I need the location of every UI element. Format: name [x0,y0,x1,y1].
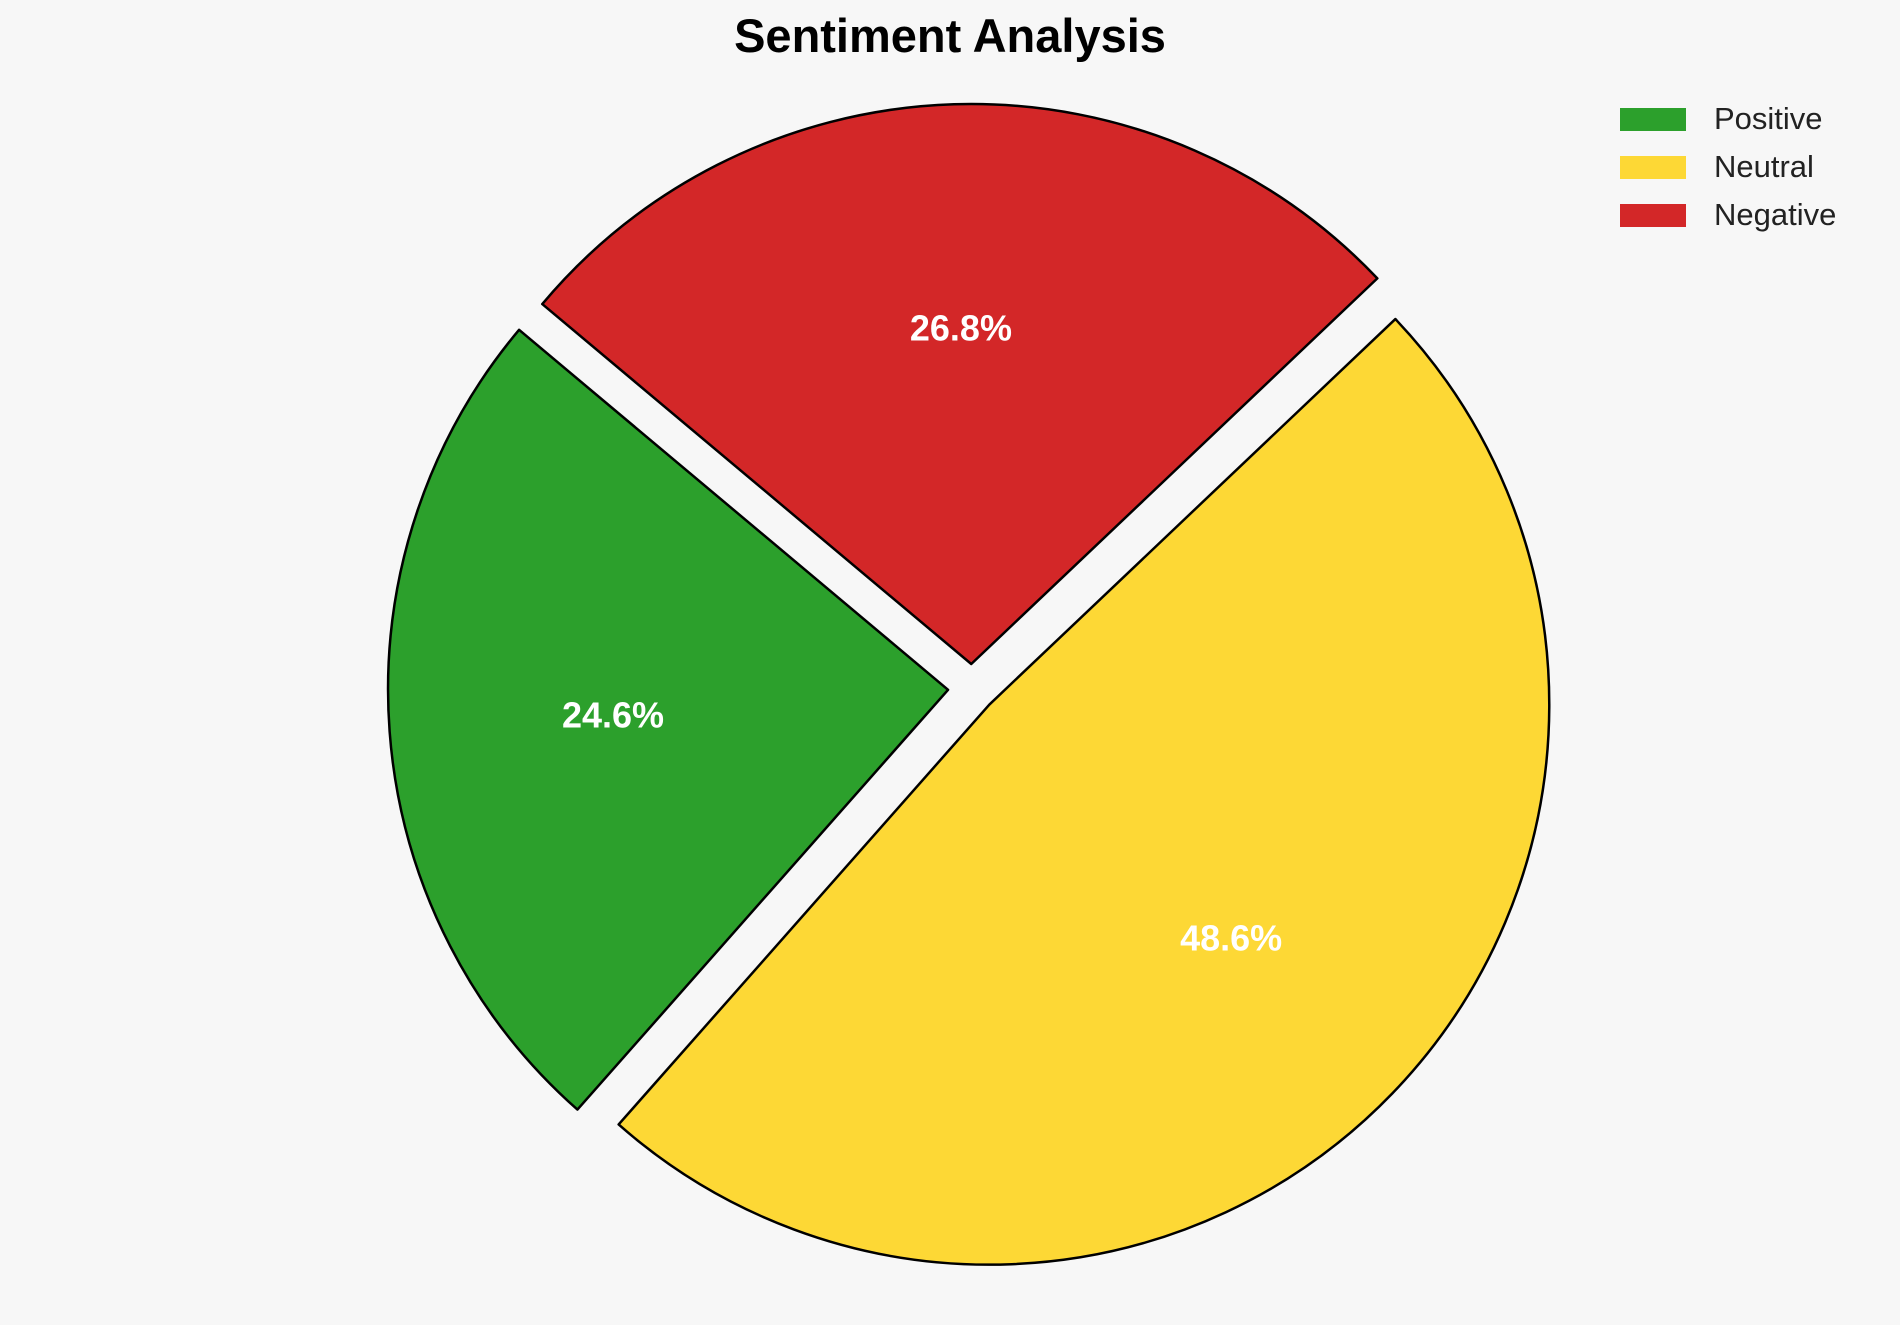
pie-slice-positive [386,328,950,1111]
legend-label-neutral: Neutral [1714,149,1814,184]
legend-swatch-positive [1620,107,1686,131]
legend-item-negative: Negative [1620,191,1836,239]
pie-slice-neutral [617,317,1551,1266]
legend-swatch-neutral [1620,155,1686,179]
pie-slice-negative [541,102,1379,666]
legend-label-negative: Negative [1714,197,1837,232]
legend-swatch-negative [1620,203,1686,227]
legend-item-neutral: Neutral [1620,143,1836,191]
legend-label-positive: Positive [1714,101,1823,136]
slice-label-positive: 24.6% [562,694,664,735]
legend: Positive Neutral Negative [1620,95,1836,239]
slice-label-neutral: 48.6% [1180,917,1282,958]
slice-label-negative: 26.8% [910,308,1012,349]
legend-item-positive: Positive [1620,95,1836,143]
chart-title: Sentiment Analysis [734,9,1166,62]
